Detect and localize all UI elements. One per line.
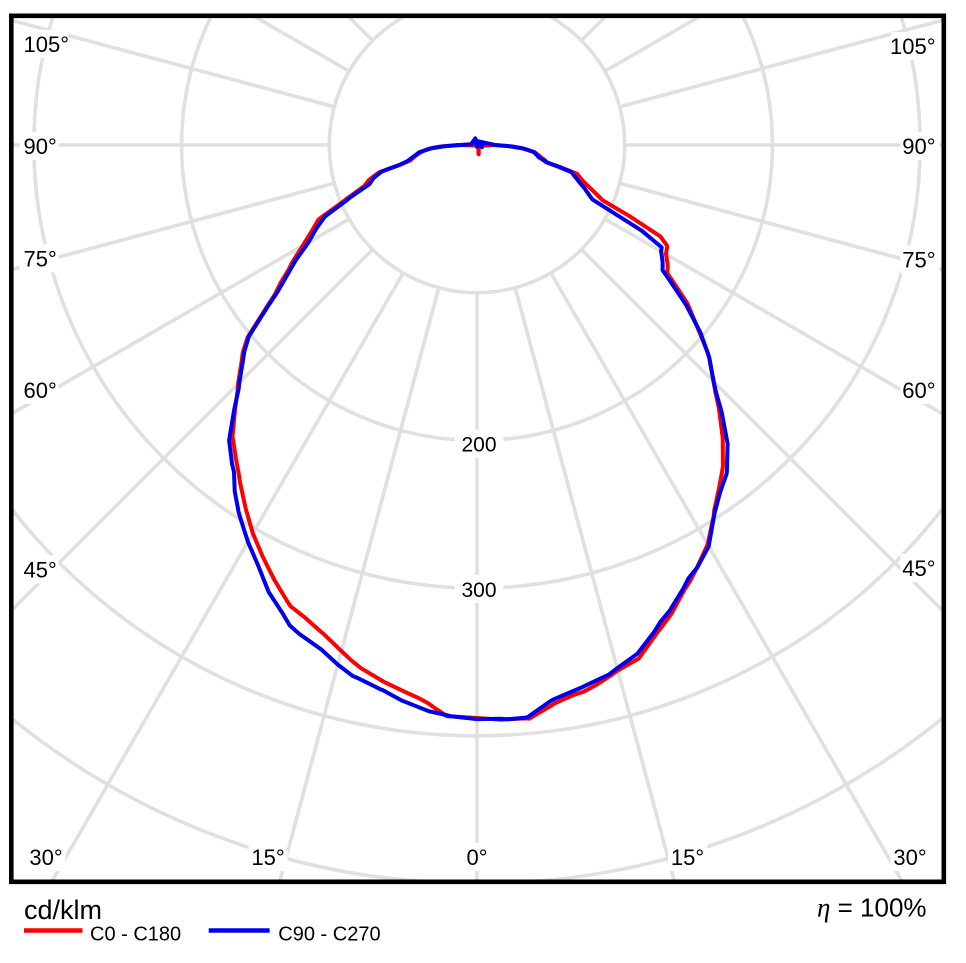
svg-text:90°: 90° (902, 134, 935, 159)
svg-text:90°: 90° (24, 134, 57, 159)
svg-text:60°: 60° (902, 378, 935, 403)
svg-text:105°: 105° (890, 34, 936, 59)
svg-text:30°: 30° (29, 845, 62, 870)
svg-text:C90 - C270: C90 - C270 (278, 924, 380, 946)
svg-text:cd/klm: cd/klm (24, 895, 102, 925)
svg-text:45°: 45° (24, 558, 57, 583)
svg-text:15°: 15° (671, 845, 704, 870)
svg-text:30°: 30° (893, 845, 926, 870)
svg-text:15°: 15° (251, 845, 284, 870)
svg-text:η = 100%: η = 100% (817, 893, 927, 923)
svg-text:300: 300 (461, 579, 496, 602)
svg-text:105°: 105° (24, 32, 70, 57)
svg-text:75°: 75° (24, 247, 57, 272)
svg-text:60°: 60° (24, 378, 57, 403)
svg-text:0°: 0° (466, 845, 487, 870)
svg-text:C0 - C180: C0 - C180 (90, 924, 181, 946)
svg-text:200: 200 (461, 434, 496, 457)
svg-text:75°: 75° (902, 248, 935, 273)
svg-text:45°: 45° (902, 556, 935, 581)
